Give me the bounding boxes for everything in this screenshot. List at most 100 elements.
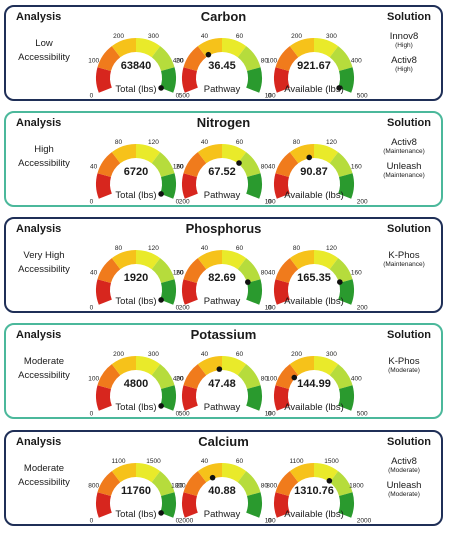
gauge-band — [197, 38, 223, 58]
gauge-tick-label: 1100 — [112, 458, 126, 465]
gauge-band — [274, 279, 290, 305]
gauge-tick-label: 80 — [261, 57, 269, 64]
gauge-band — [96, 67, 112, 93]
gauge-band — [275, 364, 299, 390]
gauge-value: 90.87 — [300, 166, 328, 178]
solution-list: Innov8 (High) Activ8 (High) — [369, 31, 439, 79]
gauge-tick-label: 0 — [268, 410, 272, 417]
gauge-tick-label: 120 — [326, 245, 337, 252]
solution-item: K-Phos (Moderate) — [369, 356, 439, 375]
gauge-tick-label: 60 — [236, 351, 244, 358]
gauge-band — [182, 279, 198, 305]
gauge-value: 6720 — [123, 166, 149, 178]
gauge-pathway: 0 20 40 60 80 100 67.52 Pathway — [174, 127, 276, 207]
gauge-band — [183, 471, 207, 497]
gauge-band — [274, 492, 290, 518]
gauge-label: Available (lbs) — [284, 190, 344, 201]
gauge-band — [221, 356, 247, 376]
gauge-band — [97, 364, 121, 390]
gauge-tick-label: 100 — [265, 410, 276, 417]
solution-level: (High) — [395, 42, 413, 49]
gauge-value: 36.45 — [208, 60, 236, 72]
gauge-tick-label: 120 — [326, 139, 337, 146]
gauge-tick-label: 20 — [176, 375, 184, 382]
gauge-total: 0 100 200 300 400 500 4800 Total (lbs) — [88, 339, 190, 419]
gauge-tick-label: 100 — [266, 57, 277, 64]
gauge-tick-label: 40 — [201, 139, 209, 146]
gauge-band — [97, 258, 121, 284]
panel-phosphorus: Analysis Solution Phosphorus Very High Acces… — [4, 217, 443, 313]
gauge-tick-label: 80 — [261, 375, 269, 382]
gauge-label: Pathway — [203, 402, 241, 413]
panel-title: Potassium — [190, 327, 257, 342]
gauge-needle — [158, 297, 164, 303]
gauge-tick-label: 40 — [201, 351, 209, 358]
gauge-band — [237, 471, 261, 497]
accessibility-line: Accessibility — [18, 158, 70, 169]
gauge-value: 1310.76 — [294, 485, 334, 497]
solution-item: Unleash (Moderate) — [369, 480, 439, 499]
gauge-needle — [158, 403, 164, 409]
gauge-value: 4800 — [123, 378, 149, 390]
gauge-band — [96, 279, 112, 305]
gauge-available: 0 800 1100 1500 1800 2000 1310.76 Available (lb… — [266, 446, 371, 526]
gauge-band — [183, 46, 207, 72]
gauge-label: Total (lbs) — [115, 402, 157, 413]
gauge-band — [274, 385, 290, 411]
gauge-band — [97, 471, 121, 497]
gauge-band — [182, 492, 198, 518]
gauge-needle — [158, 510, 164, 516]
gauge-tick-label: 0 — [268, 517, 272, 524]
solution-header: Solution — [387, 436, 431, 448]
gauge-band — [338, 173, 354, 199]
solution-level: (Maintenance) — [383, 172, 425, 179]
gauge-tick-label: 2000 — [357, 517, 372, 524]
panel-nitrogen: Analysis Solution Nitrogen High Accessibilit… — [4, 111, 443, 207]
gauge-band — [197, 144, 223, 164]
solution-name: K-Phos — [388, 356, 420, 367]
gauge-band — [275, 258, 299, 284]
gauge-band — [111, 463, 137, 483]
panel-potassium: Analysis Solution Potassium Moderate Accessi… — [4, 323, 443, 419]
solution-name: Activ8 — [391, 456, 417, 467]
gauge-band — [183, 258, 207, 284]
gauge-tick-label: 40 — [268, 163, 276, 170]
gauge-band — [221, 144, 247, 164]
gauge-tick-label: 1800 — [349, 482, 364, 489]
gauge-band — [151, 471, 175, 497]
analysis-header: Analysis — [16, 223, 62, 235]
gauge-band — [237, 152, 261, 178]
gauge-needle — [158, 85, 164, 91]
gauge-band — [135, 38, 161, 58]
gauge-tick-label: 100 — [88, 375, 99, 382]
gauge-available: 0 40 80 120 160 200 165.35 Available (lbs) — [266, 233, 368, 313]
gauge-band — [182, 385, 198, 411]
gauge-band — [246, 385, 262, 411]
solution-name: K-Phos — [388, 250, 420, 261]
gauge-tick-label: 200 — [113, 351, 124, 358]
solution-list: K-Phos (Moderate) — [369, 356, 439, 380]
gauge-value: 165.35 — [297, 272, 331, 284]
gauge-band — [338, 492, 354, 518]
solution-item: Activ8 (High) — [369, 55, 439, 74]
gauge-tick-label: 500 — [357, 92, 368, 99]
gauge-band — [111, 144, 137, 164]
gauge-pathway: 0 20 40 60 80 100 36.45 Pathway — [174, 21, 276, 101]
gauge-tick-label: 200 — [113, 33, 124, 40]
gauge-tick-label: 40 — [201, 33, 209, 40]
gauge-band — [246, 173, 262, 199]
gauge-value: 47.48 — [208, 378, 236, 390]
gauge-label: Pathway — [203, 509, 241, 520]
gauge-available: 0 40 80 120 160 200 90.87 Available (lbs) — [266, 127, 368, 207]
gauge-band — [289, 463, 315, 483]
gauge-tick-label: 1500 — [146, 458, 161, 465]
panel-title: Phosphorus — [185, 221, 262, 236]
gauge-needle — [216, 366, 223, 372]
gauge-band — [111, 356, 137, 376]
gauge-band — [160, 279, 176, 305]
solution-name: Unleash — [386, 161, 422, 172]
solution-header: Solution — [387, 117, 431, 129]
gauge-band — [289, 356, 315, 376]
